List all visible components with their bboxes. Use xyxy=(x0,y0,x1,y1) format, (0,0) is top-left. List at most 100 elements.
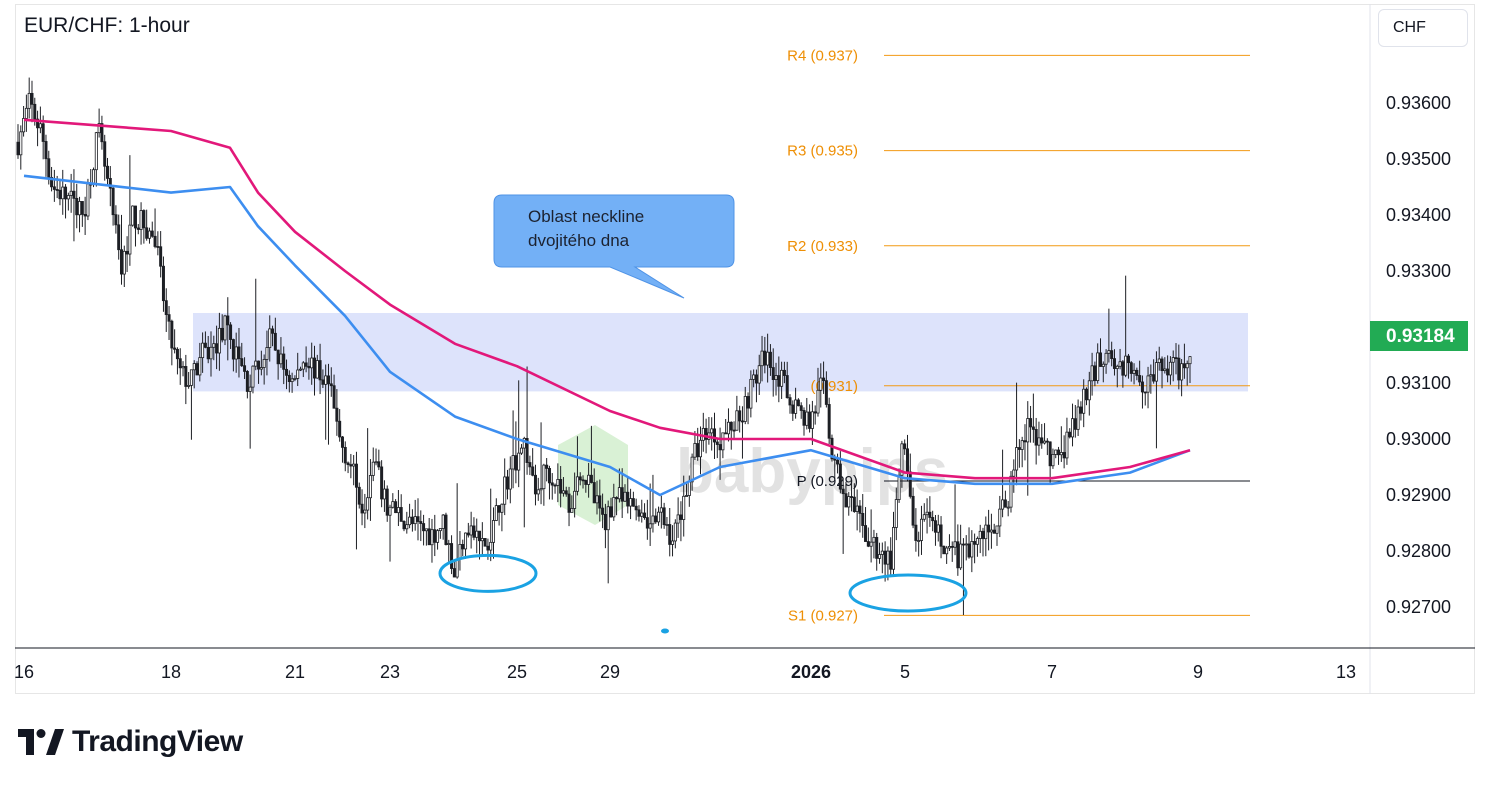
candle xyxy=(1020,436,1024,468)
candle xyxy=(768,344,772,376)
candle xyxy=(103,134,107,181)
candle xyxy=(433,514,437,557)
candle xyxy=(94,131,98,187)
currency-selector[interactable]: CHF xyxy=(1378,9,1468,47)
candle xyxy=(682,475,686,537)
candle xyxy=(989,513,993,549)
candle xyxy=(142,209,146,244)
candle xyxy=(1090,352,1094,396)
candle xyxy=(1031,393,1035,443)
candle xyxy=(892,511,896,576)
candle xyxy=(1118,348,1122,370)
candle xyxy=(880,542,884,574)
candle xyxy=(922,503,926,522)
candle xyxy=(497,505,501,526)
x-tick-label: 21 xyxy=(285,662,305,682)
candle xyxy=(19,125,23,170)
candle xyxy=(939,516,943,559)
candle xyxy=(961,538,965,616)
candle xyxy=(511,410,515,489)
candle xyxy=(601,493,605,529)
candle xyxy=(763,336,767,374)
pivot-label-1: R3 (0.935) xyxy=(787,143,858,160)
candle xyxy=(69,173,73,213)
candle xyxy=(492,507,496,559)
candle xyxy=(318,343,322,395)
candle xyxy=(321,369,325,388)
candle xyxy=(16,124,20,159)
candle xyxy=(746,392,750,425)
candle xyxy=(111,185,115,226)
candle xyxy=(1163,357,1167,374)
candle xyxy=(276,349,280,380)
candle xyxy=(343,441,347,472)
candle xyxy=(72,169,76,242)
candle xyxy=(363,493,367,529)
candle xyxy=(352,455,356,486)
candle xyxy=(749,370,753,418)
candle xyxy=(452,560,456,578)
candle xyxy=(1071,403,1075,447)
candle xyxy=(556,463,560,503)
candle xyxy=(1188,356,1192,384)
candle xyxy=(671,525,675,557)
annotation-callout[interactable] xyxy=(493,194,735,299)
candle xyxy=(668,508,672,557)
candle xyxy=(685,483,689,497)
candle xyxy=(992,523,996,534)
candle xyxy=(589,425,593,484)
pivot-label-5: S1 (0.927) xyxy=(788,607,858,624)
x-tick-label: 25 xyxy=(507,662,527,682)
candle xyxy=(505,469,509,500)
candle xyxy=(100,115,104,150)
candle xyxy=(629,488,633,520)
candle xyxy=(220,314,224,343)
candle xyxy=(366,428,370,520)
tradingview-logo-text: TradingView xyxy=(72,725,243,758)
candle xyxy=(136,224,140,235)
candle xyxy=(326,363,330,445)
candle xyxy=(458,531,462,571)
candle xyxy=(726,408,730,442)
candle xyxy=(310,342,314,385)
candle xyxy=(178,348,182,385)
candle xyxy=(931,510,935,532)
candle xyxy=(1104,349,1108,374)
candle xyxy=(917,531,921,557)
candle xyxy=(259,350,263,376)
candle xyxy=(1051,448,1055,469)
candle xyxy=(374,448,378,466)
candle xyxy=(620,468,624,518)
candle xyxy=(998,495,1002,538)
candle xyxy=(810,400,814,445)
candle xyxy=(368,459,372,521)
candle xyxy=(782,361,786,384)
candle xyxy=(889,537,893,577)
candle xyxy=(173,329,177,354)
candle xyxy=(150,221,154,238)
candle xyxy=(785,361,789,399)
candle xyxy=(799,402,803,419)
candle xyxy=(175,347,179,375)
candle xyxy=(847,492,851,516)
candle xyxy=(86,178,90,221)
small-marker-dot xyxy=(661,628,669,634)
candle xyxy=(1087,371,1091,416)
candle xyxy=(575,436,579,496)
candle xyxy=(189,369,193,440)
candle xyxy=(984,516,988,557)
pivot-label-3: (0.931) xyxy=(810,378,858,395)
candle xyxy=(58,178,62,206)
candle xyxy=(245,370,249,399)
candle xyxy=(634,498,638,521)
candle xyxy=(30,80,34,123)
candle xyxy=(578,472,582,486)
candle xyxy=(567,486,571,527)
candle xyxy=(995,525,999,546)
candle xyxy=(975,536,979,557)
candle xyxy=(405,511,409,534)
tradingview-logo[interactable]: TradingView xyxy=(18,722,243,762)
moving-average-fast xyxy=(23,174,1191,497)
candle xyxy=(1096,343,1100,384)
